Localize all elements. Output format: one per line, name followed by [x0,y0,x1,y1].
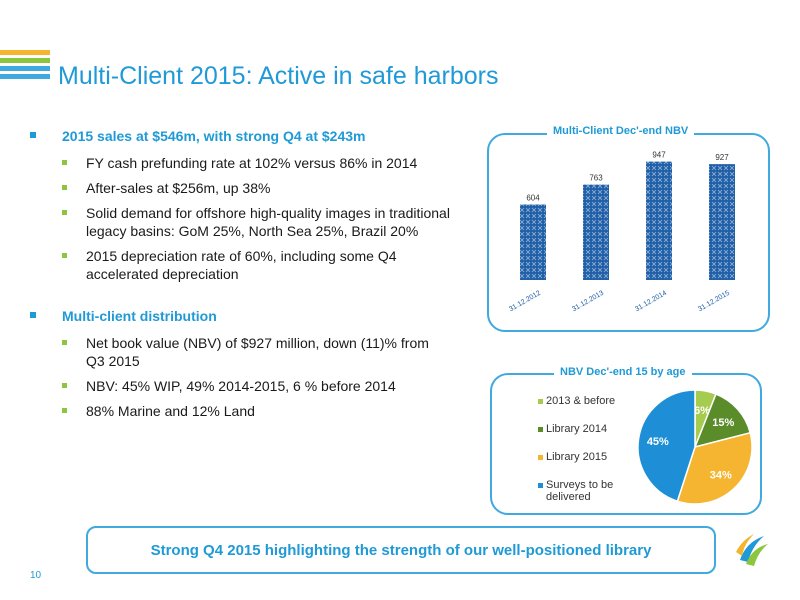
page-number: 10 [30,570,42,581]
legend-library-2015: Library 2015 [538,451,607,463]
bar-31.12.2013 [583,184,609,280]
sub-bullet: 2015 depreciation rate of 60%, including… [30,247,450,283]
legend-label: Surveys to be delivered [546,479,614,503]
bar-data-label: 604 [526,194,540,203]
sub-bullet-text: Solid demand for offshore high-quality i… [86,205,450,239]
sub-bullet-text: Net book value (NBV) of $927 million, do… [86,335,429,369]
bar-category-label: 31.12.2015 [697,290,731,314]
bar-category-label: 31.12.2012 [508,290,542,314]
bullet-distribution-text: Multi-client distribution [62,308,217,324]
nbv-pie-chart: 6%15% 34% 45% [637,389,753,505]
bar-category-label: 31.12.2014 [634,290,668,314]
sub-bullet: Solid demand for offshore high-quality i… [30,204,450,240]
summary-banner: Strong Q4 2015 highlighting the strength… [86,526,716,574]
legend-2013-before: 2013 & before [538,395,615,407]
bar-data-label: 763 [589,174,603,183]
bullet-distribution: Multi-client distribution [30,308,450,324]
sub-bullet: Net book value (NBV) of $927 million, do… [30,334,450,370]
page-title: Multi-Client 2015: Active in safe harbor… [58,62,499,90]
pie-slice [676,431,753,505]
company-logo-icon [736,534,768,566]
nbv-pie-chart-panel: 2013 & before Library 2014 Library 2015 … [490,373,762,515]
bar-31.12.2015 [709,164,735,280]
pie-data-label: 15% [712,417,734,429]
bar-31.12.2014 [646,161,672,280]
sub-bullet-text: 88% Marine and 12% Land [86,403,255,419]
sub-bullet: 88% Marine and 12% Land [30,402,450,420]
sub-bullet: FY cash prefunding rate at 102% versus 8… [30,154,450,172]
pie-data-label: 34% [710,469,732,481]
sub-bullet-text: NBV: 45% WIP, 49% 2014-2015, 6 % before … [86,378,396,394]
nbv-bar-chart-panel: 604 31.12.2012 763 31.12.2013 947 31.12.2014 9… [487,133,770,332]
legend-label: 2013 & before [546,395,616,407]
sub-bullet-text: 2015 depreciation rate of 60%, including… [86,248,397,282]
bullet-sales-text: 2015 sales at $546m, with strong Q4 at $… [62,128,366,144]
legend-label: Library 2015 [546,451,608,463]
sub-bullet-text: FY cash prefunding rate at 102% versus 8… [86,155,418,171]
bullet-list: 2015 sales at $546m, with strong Q4 at $… [30,128,450,427]
pie-slice [637,389,696,503]
logo-stripes [0,50,50,82]
bar-data-label: 927 [715,153,729,162]
bar-data-label: 947 [652,151,666,160]
bullet-sales: 2015 sales at $546m, with strong Q4 at $… [30,128,450,144]
pie-data-label: 45% [647,436,669,448]
sub-bullet: NBV: 45% WIP, 49% 2014-2015, 6 % before … [30,377,450,395]
pie-data-label: 6% [694,405,710,417]
pie-chart-title: NBV Dec'-end 15 by age [554,366,692,378]
pie-slice [693,393,752,449]
nbv-bar-chart: 604 31.12.2012 763 31.12.2013 947 31.12.2014 9… [508,151,735,314]
legend-surveys: Surveys to be delivered [538,479,638,503]
sub-bullet: After-sales at $256m, up 38% [30,179,450,197]
legend-library-2014: Library 2014 [538,423,607,435]
bar-31.12.2012 [520,204,546,280]
bar-chart-title: Multi-Client Dec'-end NBV [547,125,695,137]
bar-category-label: 31.12.2013 [571,290,605,314]
sub-bullet-text: After-sales at $256m, up 38% [86,180,271,196]
legend-label: Library 2014 [546,423,608,435]
